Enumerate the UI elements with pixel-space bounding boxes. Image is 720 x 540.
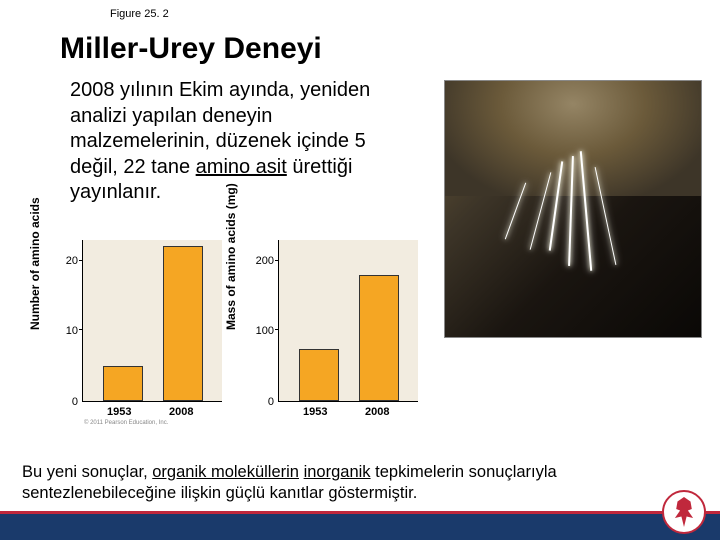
chart-number-amino-acids: Number of amino acids 20 10 0 1953 2008 … <box>44 230 224 430</box>
tick-label: 10 <box>66 325 78 337</box>
body-paragraph: 2008 yılının Ekim ayında, yeniden analiz… <box>70 78 410 206</box>
inorganik-link[interactable]: inorganik <box>304 463 371 481</box>
bottom-text-1: Bu yeni sonuçlar, <box>22 463 152 481</box>
bottom-paragraph: Bu yeni sonuçlar, organik moleküllerin i… <box>22 462 698 503</box>
organik-molekullerin-link[interactable]: organik moleküllerin <box>152 463 299 481</box>
y-axis-label-left: Number of amino acids <box>28 197 42 330</box>
x-label-2008-right: 2008 <box>365 406 389 418</box>
footer-bar <box>0 514 720 540</box>
bar-2008-right <box>359 275 399 401</box>
bar-1953-right <box>299 349 339 401</box>
x-label-1953-right: 1953 <box>303 406 327 418</box>
copyright-text: © 2011 Pearson Education, Inc. <box>84 420 168 426</box>
tick-mark <box>79 260 83 261</box>
tick-mark <box>275 329 279 330</box>
tick-label: 20 <box>66 255 78 267</box>
university-logo <box>662 490 706 534</box>
chart-mass-amino-acids: Mass of amino acids (mg) 200 100 0 1953 … <box>240 230 420 430</box>
lightning-image <box>444 80 702 338</box>
plot-area-left <box>82 240 222 402</box>
tick-label: 0 <box>268 396 274 408</box>
tick-label: 100 <box>256 325 274 337</box>
amino-asit-link[interactable]: amino asit <box>196 156 287 178</box>
bar-2008-left <box>163 246 203 401</box>
tick-label: 0 <box>72 396 78 408</box>
plot-area-right <box>278 240 418 402</box>
charts-region: Number of amino acids 20 10 0 1953 2008 … <box>40 230 440 450</box>
tick-mark <box>79 329 83 330</box>
bar-1953-left <box>103 366 143 401</box>
tick-mark <box>275 260 279 261</box>
x-label-1953-left: 1953 <box>107 406 131 418</box>
x-label-2008-left: 2008 <box>169 406 193 418</box>
figure-label: Figure 25. 2 <box>110 8 169 20</box>
y-axis-label-right: Mass of amino acids (mg) <box>224 183 238 330</box>
tick-label: 200 <box>256 255 274 267</box>
page-title: Miller-Urey Deneyi <box>60 32 322 66</box>
logo-emblem-icon <box>671 497 697 527</box>
